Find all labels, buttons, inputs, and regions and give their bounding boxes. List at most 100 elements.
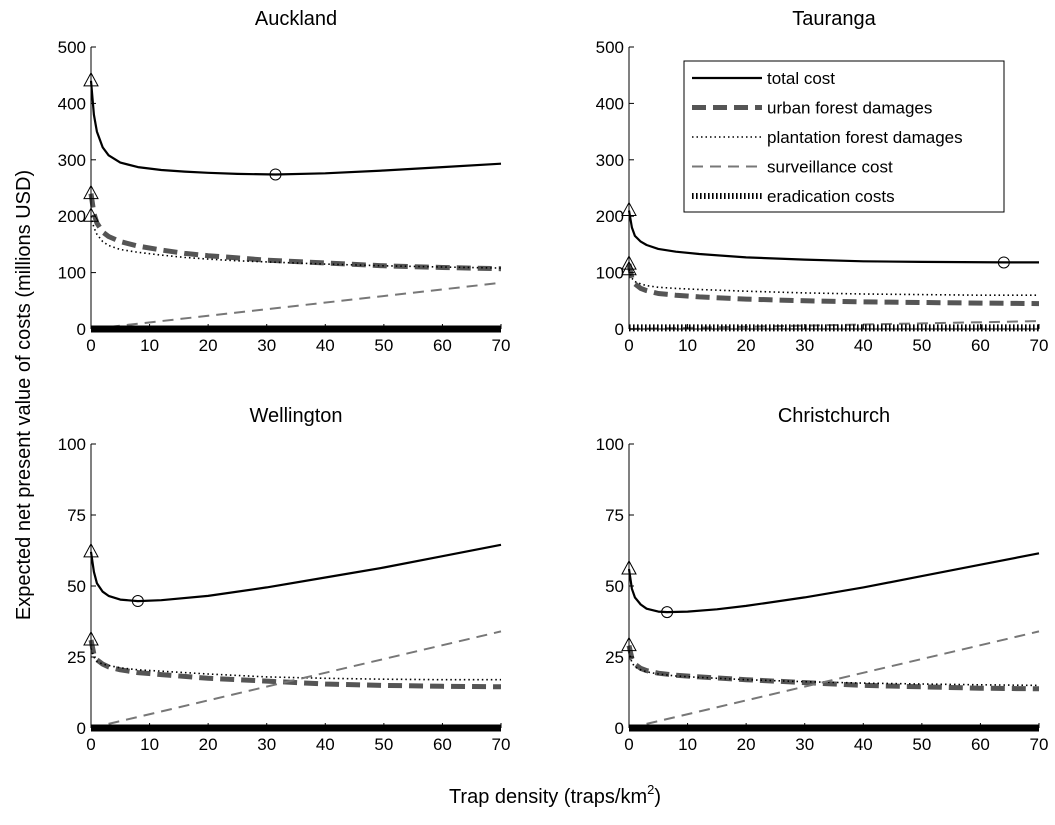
x-tick-label-wellington-20: 20 (199, 735, 218, 754)
triangle-marker-christchurch-1 (621, 636, 637, 652)
x-tick-label-tauranga-20: 20 (737, 336, 756, 355)
x-tick-label-tauranga-50: 50 (912, 336, 931, 355)
triangle-marker-wellington-1 (83, 630, 99, 646)
y-tick-label-wellington-25: 25 (67, 648, 86, 667)
x-tick-label-auckland-20: 20 (199, 336, 218, 355)
x-axis-label-superscript: 2 (647, 782, 654, 797)
x-tick-label-christchurch-0: 0 (624, 735, 633, 754)
triangle-marker-tauranga-1 (621, 255, 637, 270)
circle-marker-wellington-0 (131, 595, 144, 608)
series-plantation-christchurch (628, 651, 1040, 687)
x-tick-label-auckland-50: 50 (374, 336, 393, 355)
x-tick-label-tauranga-70: 70 (1030, 336, 1049, 355)
y-tick-label-auckland-0: 0 (77, 320, 86, 339)
series-total-tauranga (627, 210, 1039, 264)
circle-marker-christchurch-0 (661, 606, 674, 619)
x-tick-label-christchurch-60: 60 (971, 735, 990, 754)
legend-label-surveillance: surveillance cost (767, 158, 893, 177)
y-tick-label-wellington-75: 75 (67, 506, 86, 525)
y-tick-label-christchurch-0: 0 (615, 719, 624, 738)
x-tick-label-christchurch-40: 40 (854, 735, 873, 754)
y-tick-label-christchurch-50: 50 (605, 577, 624, 596)
x-tick-label-christchurch-70: 70 (1030, 735, 1049, 754)
x-tick-label-tauranga-30: 30 (795, 336, 814, 355)
legend-label-urban: urban forest damages (767, 99, 932, 118)
x-tick-label-christchurch-10: 10 (678, 735, 697, 754)
x-axis-label: Trap density (traps/km2) (449, 782, 661, 808)
series-surveillance-wellington (90, 630, 502, 729)
series-total-christchurch (627, 552, 1040, 614)
y-tick-label-tauranga-100: 100 (596, 264, 624, 283)
x-tick-label-tauranga-0: 0 (624, 336, 633, 355)
x-tick-label-auckland-60: 60 (433, 336, 452, 355)
y-tick-label-tauranga-300: 300 (596, 151, 624, 170)
series-plantation-tauranga (628, 269, 1039, 297)
y-tick-label-tauranga-0: 0 (615, 320, 624, 339)
series-total-auckland (89, 80, 502, 176)
x-tick-label-christchurch-30: 30 (795, 735, 814, 754)
panel-auckland: 0 100 200 300 400 500 0 10 20 30 40 50 60 70 Auckland (58, 8, 511, 355)
panel-title-tauranga: Tauranga (792, 8, 876, 30)
triangle-marker-wellington-0 (83, 542, 99, 558)
series-surveillance-auckland (90, 281, 502, 330)
series-urban-auckland (88, 193, 502, 272)
panel-wellington: 0 25 50 75 100 0 10 20 30 40 50 60 70 Wellington (58, 405, 511, 754)
y-tick-label-auckland-500: 500 (58, 38, 86, 57)
y-tick-label-christchurch-25: 25 (605, 648, 624, 667)
series-urban-wellington (88, 639, 502, 690)
panel-title-wellington: Wellington (249, 405, 342, 427)
x-tick-label-wellington-0: 0 (86, 735, 95, 754)
x-tick-label-auckland-10: 10 (140, 336, 159, 355)
y-tick-label-tauranga-500: 500 (596, 38, 624, 57)
legend-label-eradication: eradication costs (767, 187, 895, 206)
series-surveillance-christchurch (628, 630, 1040, 729)
x-tick-label-auckland-30: 30 (257, 336, 276, 355)
x-tick-label-wellington-10: 10 (140, 735, 159, 754)
series-urban-tauranga (626, 263, 1040, 307)
legend-label-total: total cost (767, 69, 835, 88)
y-tick-label-wellington-50: 50 (67, 577, 86, 596)
x-tick-label-tauranga-60: 60 (971, 336, 990, 355)
y-tick-label-wellington-0: 0 (77, 719, 86, 738)
y-tick-label-christchurch-75: 75 (605, 506, 624, 525)
series-total-wellington (89, 543, 502, 603)
x-tick-label-auckland-70: 70 (492, 336, 511, 355)
x-tick-label-auckland-40: 40 (316, 336, 335, 355)
x-tick-label-wellington-30: 30 (257, 735, 276, 754)
y-tick-label-tauranga-200: 200 (596, 207, 624, 226)
y-tick-label-wellington-100: 100 (58, 435, 86, 454)
triangle-marker-auckland-1 (83, 184, 99, 200)
x-tick-label-wellington-50: 50 (374, 735, 393, 754)
x-tick-label-tauranga-40: 40 (854, 336, 873, 355)
x-axis-label-close: ) (654, 786, 661, 808)
legend: total cost urban forest damages plantation… (683, 60, 1005, 213)
y-tick-label-tauranga-400: 400 (596, 94, 624, 113)
circle-marker-tauranga-0 (997, 256, 1010, 269)
x-tick-label-wellington-60: 60 (433, 735, 452, 754)
y-tick-label-auckland-100: 100 (58, 264, 86, 283)
x-tick-label-christchurch-20: 20 (737, 735, 756, 754)
x-tick-label-tauranga-10: 10 (678, 336, 697, 355)
series-plantation-auckland (90, 216, 502, 269)
triangle-marker-auckland-0 (83, 71, 99, 87)
x-tick-label-christchurch-50: 50 (912, 735, 931, 754)
panel-title-christchurch: Christchurch (778, 405, 890, 427)
triangle-marker-tauranga-2 (621, 260, 637, 276)
panel-christchurch: 0 25 50 75 100 0 10 20 30 40 50 60 70 Christchurch (596, 405, 1049, 754)
legend-label-plantation: plantation forest damages (767, 128, 963, 147)
triangle-marker-auckland-2 (83, 207, 99, 222)
triangle-marker-christchurch-0 (621, 559, 637, 575)
panel-title-auckland: Auckland (255, 8, 337, 30)
series-urban-christchurch (626, 645, 1040, 692)
y-axis-label: Expected net present value of costs (mil… (13, 170, 35, 620)
y-tick-label-christchurch-100: 100 (596, 435, 624, 454)
triangle-marker-tauranga-0 (621, 201, 637, 217)
x-tick-label-wellington-40: 40 (316, 735, 335, 754)
x-tick-label-wellington-70: 70 (492, 735, 511, 754)
circle-marker-auckland-0 (269, 168, 282, 181)
y-tick-label-auckland-400: 400 (58, 94, 86, 113)
x-axis-label-main: Trap density (traps/km (449, 786, 647, 808)
panel-tauranga: 0 100 200 300 400 500 0 10 20 30 40 50 60 70 Tauranga t… (596, 8, 1049, 355)
